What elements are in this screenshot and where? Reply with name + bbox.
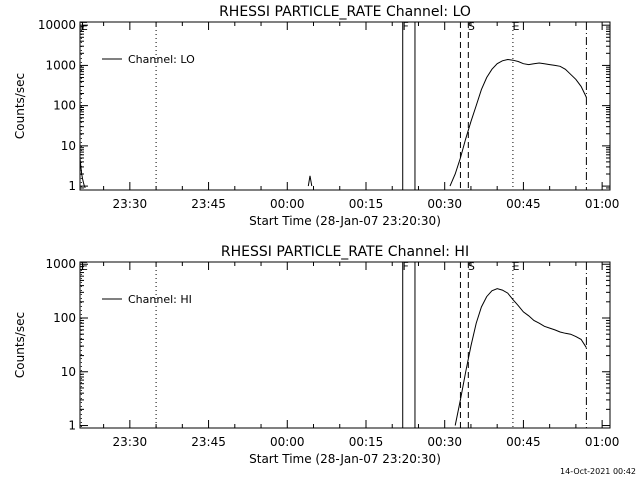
chart-panel-hi: RHESSI PARTICLE_RATE Channel: HI Counts/s… [13,244,619,466]
event-marker-label: E [512,260,519,273]
y-tick-label: 10000 [38,18,76,32]
chart-panel-lo: RHESSI PARTICLE_RATE Channel: LO Counts/s… [13,4,619,228]
event-marker-label: S [468,20,475,33]
y-axis-label: Counts/sec [13,312,27,378]
legend-entry: Channel: LO [128,53,195,66]
plot-frame [79,261,611,429]
x-tick-label: 00:15 [349,197,384,211]
x-tick-label: 01:00 [585,197,620,211]
y-axis-label: Counts/sec [13,73,27,139]
x-tick-label: 01:00 [585,435,620,449]
y-tick-label: 100 [53,311,76,325]
x-tick-label: 23:45 [191,435,226,449]
x-tick-label: 23:30 [113,197,148,211]
x-tick-label: 23:45 [191,197,226,211]
x-axis-label: Start Time (28-Jan-07 23:20:30) [249,452,441,466]
event-marker-label: E [512,20,519,33]
event-marker-label: E [81,20,88,33]
legend-entry: Channel: HI [128,293,192,306]
y-tick-label: 10 [61,365,76,379]
y-tick-label: 1 [68,419,76,433]
event-marker-label: F [403,260,409,273]
chart-title: RHESSI PARTICLE_RATE Channel: LO [219,4,471,20]
series-line [449,58,587,187]
x-tick-label: 23:30 [113,435,148,449]
x-axis-label: Start Time (28-Jan-07 23:20:30) [249,214,441,228]
x-tick-label: 00:45 [506,197,541,211]
event-marker-label: E [81,260,88,273]
x-tick-label: 00:30 [427,197,462,211]
x-tick-label: 00:00 [270,197,305,211]
series-line [307,175,313,187]
y-tick-label: 100 [53,99,76,113]
event-marker-label: S [468,260,475,273]
event-marker-label: F [403,20,409,33]
chart-title: RHESSI PARTICLE_RATE Channel: HI [221,244,469,260]
y-tick-label: 10 [61,139,76,153]
series-line [454,288,587,426]
y-tick-label: 1000 [45,257,76,271]
y-tick-label: 1000 [45,58,76,72]
x-tick-label: 00:15 [349,435,384,449]
x-tick-label: 00:00 [270,435,305,449]
x-tick-label: 00:30 [427,435,462,449]
y-tick-label: 1 [68,179,76,193]
x-tick-label: 00:45 [506,435,541,449]
series-line [79,157,86,189]
footer-timestamp: 14-Oct-2021 00:42 [560,467,636,476]
